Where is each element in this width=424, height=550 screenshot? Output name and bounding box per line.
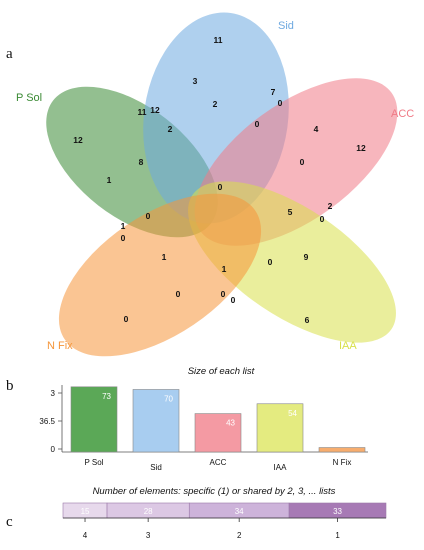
venn-count: 0 xyxy=(121,233,126,243)
venn-count: 5 xyxy=(288,207,293,217)
bar-value-label: 70 xyxy=(164,394,173,403)
venn-count: 2 xyxy=(168,124,173,134)
venn-count: 0 xyxy=(221,289,226,299)
x-tick-label: P Sol xyxy=(85,458,104,467)
x-tick-label: 1 xyxy=(335,531,340,540)
venn-count: 8 xyxy=(139,157,144,167)
venn-count: 12 xyxy=(356,143,366,153)
venn-set-label: ACC xyxy=(391,108,414,120)
venn-count: 3 xyxy=(193,76,198,86)
venn-set-label: Sid xyxy=(278,20,294,32)
list-size-chart: 3 36.5 0 73 P Sol 70 Sid 43 ACC 54 IAA 5 N Fix xyxy=(39,385,368,472)
segment-value-label: 15 xyxy=(81,507,90,516)
y-tick-label: 0 xyxy=(51,445,56,454)
venn-count: 9 xyxy=(304,252,309,262)
bar xyxy=(132,389,180,453)
x-tick-label: Sid xyxy=(150,463,162,472)
y-tick-label: 36.5 xyxy=(39,417,55,426)
venn-count: 12 xyxy=(73,135,83,145)
bar xyxy=(194,413,242,453)
y-tick-label: 3 xyxy=(51,389,56,398)
bar xyxy=(70,386,118,453)
venn-count: 12 xyxy=(150,105,160,115)
venn-count: 1 xyxy=(222,264,227,274)
venn-count: 0 xyxy=(231,295,236,305)
venn-count: 0 xyxy=(300,157,305,167)
x-tick-label: N Fix xyxy=(333,458,352,467)
venn-count: 0 xyxy=(176,289,181,299)
bar xyxy=(256,403,304,453)
venn-count: 1 xyxy=(107,175,112,185)
venn-count: 4 xyxy=(314,124,319,134)
venn-set-label: P Sol xyxy=(16,92,42,104)
venn-count: 1 xyxy=(162,252,167,262)
segment-value-label: 34 xyxy=(235,507,244,516)
venn-count: 0 xyxy=(278,98,283,108)
bar-value-label: 54 xyxy=(288,409,297,418)
venn-count: 0 xyxy=(218,182,223,192)
panel-letter-a: a xyxy=(6,46,13,62)
panel-letter-c: c xyxy=(6,514,13,530)
sharing-chart: 15 4 28 3 34 2 33 1 xyxy=(62,502,387,540)
x-tick-label: ACC xyxy=(210,458,227,467)
venn-count: 0 xyxy=(268,257,273,267)
venn-count: 2 xyxy=(328,201,333,211)
bar-value-label: 5 xyxy=(355,438,360,447)
bar-value-label: 43 xyxy=(226,419,235,428)
venn-count: 0 xyxy=(320,214,325,224)
venn-set-label: N Fix xyxy=(47,340,73,352)
venn-count: 1 xyxy=(121,221,126,231)
x-tick-label: 2 xyxy=(237,531,242,540)
venn-count: 0 xyxy=(146,211,151,221)
venn-count: 2 xyxy=(213,99,218,109)
x-tick-label: 4 xyxy=(83,531,88,540)
venn-count: 0 xyxy=(124,314,129,324)
bar xyxy=(318,447,366,453)
sharing-chart-title: Number of elements: specific (1) or shar… xyxy=(93,486,336,497)
bar-value-label: 73 xyxy=(102,392,111,401)
x-tick-label: 3 xyxy=(146,531,151,540)
venn-count: 11 xyxy=(214,35,223,45)
venn-count: 11 xyxy=(138,107,147,117)
list-size-chart-title: Size of each list xyxy=(188,366,255,377)
venn-count: 7 xyxy=(271,87,276,97)
segment-value-label: 28 xyxy=(144,507,153,516)
x-tick-label: IAA xyxy=(274,463,288,472)
venn-set-n-fix xyxy=(58,193,262,357)
venn-count: 0 xyxy=(255,119,260,129)
segment-value-label: 33 xyxy=(333,507,342,516)
panel-letter-b: b xyxy=(6,378,14,394)
venn-set-label: IAA xyxy=(339,340,357,352)
venn-count: 6 xyxy=(305,315,310,325)
